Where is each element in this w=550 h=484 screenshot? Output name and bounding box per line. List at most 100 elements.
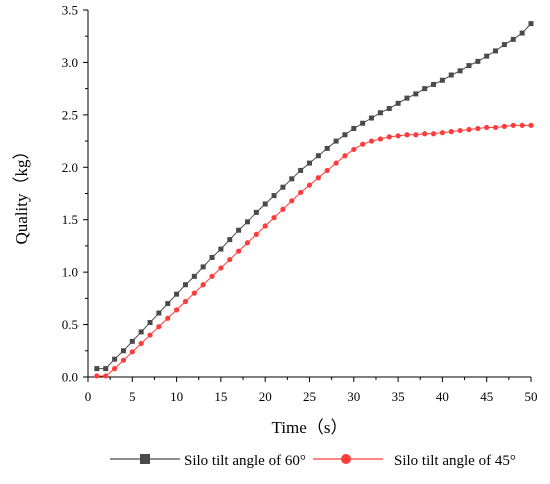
x-tick-label: 5 bbox=[129, 389, 136, 404]
series-2-point bbox=[333, 160, 339, 166]
series-1-point bbox=[280, 184, 286, 190]
series-1-point bbox=[236, 227, 242, 233]
y-tick-label: 2.5 bbox=[62, 107, 78, 122]
legend-label-45: Silo tilt angle of 45° bbox=[394, 453, 516, 469]
series-2-point bbox=[120, 357, 127, 363]
series-2-point bbox=[200, 282, 206, 288]
series-1-point bbox=[360, 120, 366, 126]
series-2-point bbox=[457, 127, 463, 134]
series-2-point bbox=[156, 324, 162, 330]
series-1-point bbox=[501, 42, 507, 48]
series-2-point bbox=[439, 130, 445, 136]
series-1-point bbox=[218, 246, 224, 252]
series-2-point bbox=[182, 298, 189, 305]
series-1-point bbox=[369, 115, 375, 121]
series-2-point bbox=[298, 189, 304, 196]
series-line-2 bbox=[96, 124, 531, 377]
x-tick-label: 45 bbox=[480, 389, 493, 404]
series-2-point bbox=[262, 223, 268, 229]
y-tick-label: 1.5 bbox=[62, 212, 78, 227]
series-1-point bbox=[138, 329, 144, 335]
series-2-point bbox=[306, 182, 313, 188]
series-2-point bbox=[501, 123, 508, 129]
series-1-point bbox=[253, 209, 259, 215]
x-tick-label: 10 bbox=[170, 389, 183, 404]
y-tick-label: 3.0 bbox=[62, 55, 78, 70]
series-1-point bbox=[484, 53, 490, 59]
series-1-point bbox=[156, 310, 162, 316]
series-1-point bbox=[298, 167, 304, 173]
series-2-point bbox=[138, 340, 144, 347]
series-1-point bbox=[112, 356, 118, 362]
y-axis-label: Quality（kg） bbox=[12, 143, 31, 245]
series-2-point bbox=[289, 198, 295, 204]
series-2-point bbox=[360, 141, 366, 147]
series-1-point bbox=[315, 153, 321, 159]
series-2-point bbox=[236, 248, 242, 254]
series-1-point bbox=[165, 301, 171, 307]
series-1-point bbox=[209, 254, 215, 260]
series-1-point bbox=[200, 264, 206, 270]
series-1-point bbox=[439, 77, 445, 83]
x-tick-label: 40 bbox=[436, 389, 449, 404]
series-1-point bbox=[271, 193, 277, 199]
series-2-point bbox=[94, 373, 100, 379]
series-2-point bbox=[271, 215, 277, 221]
series-2-point bbox=[404, 132, 410, 138]
series-2-point bbox=[165, 315, 171, 321]
series-1-point bbox=[262, 201, 268, 207]
legend-item-45: Silo tilt angle of 45° bbox=[313, 453, 516, 469]
series-1-point bbox=[510, 36, 516, 42]
series-2-point bbox=[351, 146, 357, 153]
series-1-point bbox=[448, 72, 454, 78]
series-1-point bbox=[342, 132, 348, 138]
series-1-point bbox=[404, 95, 410, 101]
series-1-point bbox=[174, 291, 180, 297]
x-axis-label: Time（s） bbox=[272, 418, 348, 437]
series-1-point bbox=[528, 21, 534, 27]
series-1-point bbox=[395, 100, 401, 106]
series-1-point bbox=[351, 125, 357, 131]
series-2-point bbox=[377, 136, 383, 142]
x-tick-label: 30 bbox=[347, 389, 360, 404]
series-2-point bbox=[484, 124, 490, 131]
series-2-point bbox=[227, 256, 233, 263]
series-1-point bbox=[324, 145, 330, 151]
series-2-point bbox=[395, 133, 401, 139]
series-1-point bbox=[191, 273, 197, 279]
series-2-point bbox=[253, 231, 259, 237]
series-2-point bbox=[191, 290, 197, 296]
series-1-point bbox=[475, 58, 481, 64]
x-tick-label: 15 bbox=[214, 389, 227, 404]
series-1-point bbox=[457, 68, 463, 74]
x-tick-label: 0 bbox=[85, 389, 92, 404]
legend-marker-45 bbox=[341, 454, 351, 464]
series-2-point bbox=[280, 206, 286, 212]
y-tick-label: 0.5 bbox=[62, 317, 78, 332]
series-line-1 bbox=[96, 23, 532, 370]
series-1-point bbox=[244, 219, 250, 225]
legend-marker-60 bbox=[140, 454, 150, 464]
series-1-point bbox=[307, 160, 312, 166]
y-tick-label: 3.5 bbox=[62, 3, 78, 18]
axes bbox=[87, 10, 531, 378]
series-1-point bbox=[147, 319, 153, 325]
series-1-point bbox=[333, 138, 339, 144]
legend-label-60: Silo tilt angle of 60° bbox=[184, 453, 306, 469]
x-tick-label: 20 bbox=[259, 389, 272, 404]
series-2-point bbox=[147, 332, 153, 338]
series-1-point bbox=[413, 91, 419, 97]
series-1-point bbox=[182, 282, 188, 288]
series-1-point bbox=[129, 338, 135, 344]
series-2-point bbox=[103, 373, 109, 379]
series-2-point bbox=[430, 131, 437, 137]
y-tick-label: 1.0 bbox=[62, 265, 78, 280]
series-1-point bbox=[289, 176, 295, 182]
series-2-point bbox=[218, 265, 224, 271]
series-2-point bbox=[475, 125, 481, 132]
series-2-point bbox=[315, 175, 321, 181]
y-tick-label: 0.0 bbox=[62, 370, 78, 385]
series-1-point bbox=[422, 86, 428, 92]
series-1-point bbox=[103, 366, 109, 372]
series-1-point bbox=[493, 48, 499, 54]
